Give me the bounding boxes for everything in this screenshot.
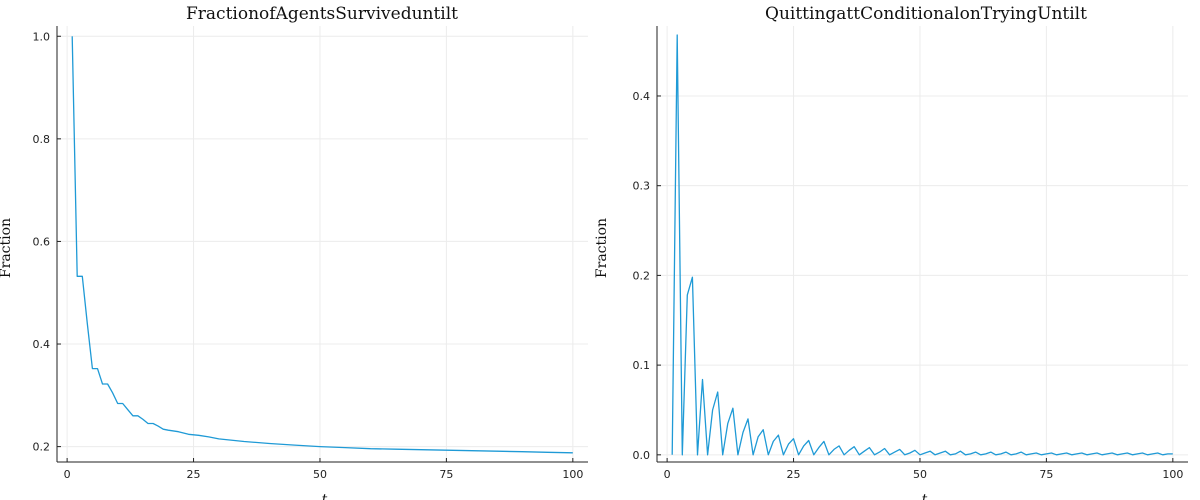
x-tick-label: 0 <box>64 468 71 481</box>
y-tick-label: 0.4 <box>633 90 651 103</box>
x-tick-label: 25 <box>187 468 201 481</box>
y-tick-label: 0.0 <box>633 449 651 462</box>
x-tick-label: 25 <box>787 468 801 481</box>
x-tick-label: 75 <box>1039 468 1053 481</box>
series-line <box>71 36 573 454</box>
y-tick-label: 0.2 <box>633 269 651 282</box>
series-line <box>671 34 1173 456</box>
x-tick-label: 100 <box>562 468 583 481</box>
x-tick-label: 100 <box>1162 468 1183 481</box>
x-tick-label: 75 <box>439 468 453 481</box>
y-tick-label: 0.8 <box>33 133 51 146</box>
y-tick-label: 0.2 <box>33 441 51 454</box>
y-tick-label: 0.6 <box>33 235 51 248</box>
y-tick-label: 0.1 <box>633 359 651 372</box>
x-tick-label: 50 <box>313 468 327 481</box>
chart-title: FractionofAgentsSurviveduntilt <box>186 4 458 24</box>
chart-panel-1: 0 25 50 75 100 0.2 0.4 0.6 0.8 1.0 FractionofAgent… <box>0 4 588 500</box>
chart-title: QuittingattConditionalonTryingUntilt <box>765 4 1087 24</box>
y-tick-label: 1.0 <box>33 30 51 43</box>
x-tick-label: 0 <box>664 468 671 481</box>
y-tick-label: 0.4 <box>33 338 51 351</box>
x-axis-label: t <box>922 492 928 500</box>
chart-panel-2: 0 25 50 75 100 0.0 0.1 0.2 0.3 0.4 QuittingattCond… <box>594 4 1188 500</box>
y-tick-label: 0.3 <box>633 180 651 193</box>
x-axis-label: t <box>322 492 328 500</box>
x-tick-label: 50 <box>913 468 927 481</box>
y-axis-label: Fraction <box>0 218 14 278</box>
y-axis-label: Fraction <box>594 218 610 278</box>
